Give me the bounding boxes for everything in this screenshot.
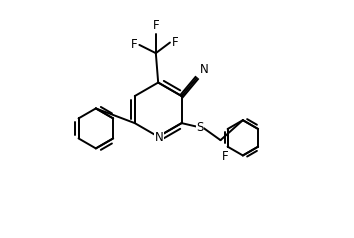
Text: N: N: [155, 131, 164, 144]
Text: F: F: [153, 20, 159, 32]
Text: F: F: [131, 38, 137, 51]
Text: F: F: [172, 36, 178, 49]
Text: F: F: [222, 150, 229, 163]
Text: S: S: [196, 121, 204, 134]
Text: N: N: [200, 63, 208, 76]
